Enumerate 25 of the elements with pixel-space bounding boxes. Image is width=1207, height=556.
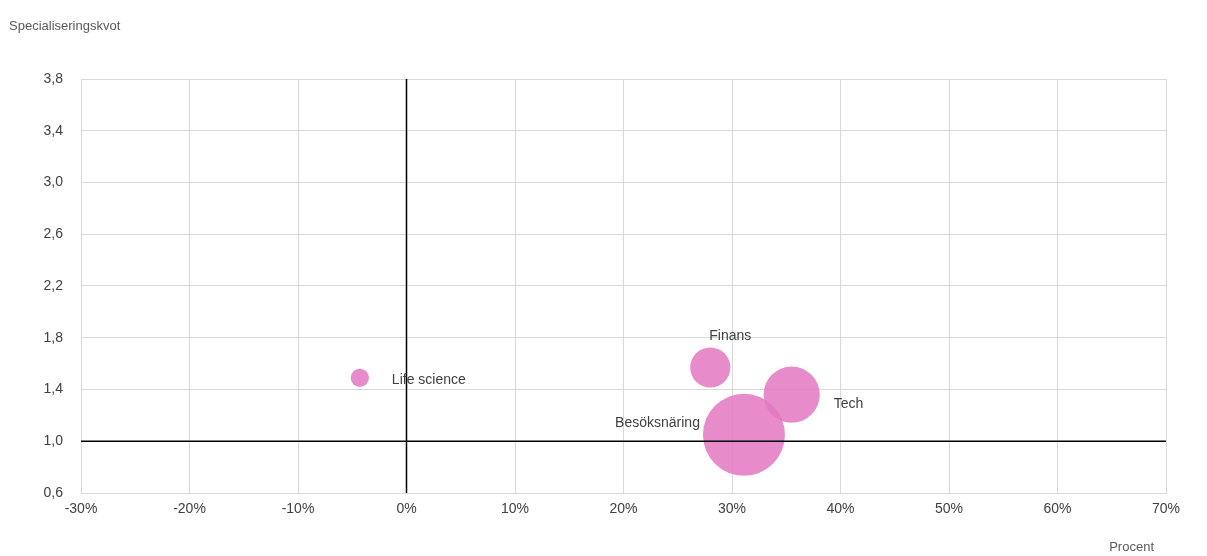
x-tick-label: -10% [281,500,315,517]
y-tick-label: 1,4 [43,380,64,397]
x-tick-label: -20% [173,500,206,517]
y-tick-label: 1,8 [43,328,64,345]
x-tick-label: 40% [826,500,855,517]
y-tick-label: 0,6 [43,483,64,500]
x-tick-label: 70% [1151,500,1181,517]
series-label: Besöksnäring [615,413,700,430]
x-tick-label: 30% [717,500,747,517]
y-tick-label: 2,6 [43,225,64,242]
x-tick-label: -30% [64,500,98,517]
x-axis-title: Procent [1109,538,1155,554]
y-tick-label: 2,2 [43,276,64,293]
series-label: Tech [833,394,864,411]
x-tick-label: 20% [609,500,638,517]
y-tick-label: 3,8 [43,69,64,86]
x-tick-label: 60% [1043,500,1072,517]
y-axis-title: Specialiseringskvot [9,17,121,33]
y-tick-label: 3,4 [43,121,64,138]
x-tick-label: 0% [396,500,417,517]
y-tick-label: 1,0 [43,432,64,449]
x-tick-label: 10% [500,500,530,517]
y-tick-label: 3,0 [43,173,64,190]
x-tick-label: 50% [934,500,964,517]
series-label: Finans [709,327,752,344]
